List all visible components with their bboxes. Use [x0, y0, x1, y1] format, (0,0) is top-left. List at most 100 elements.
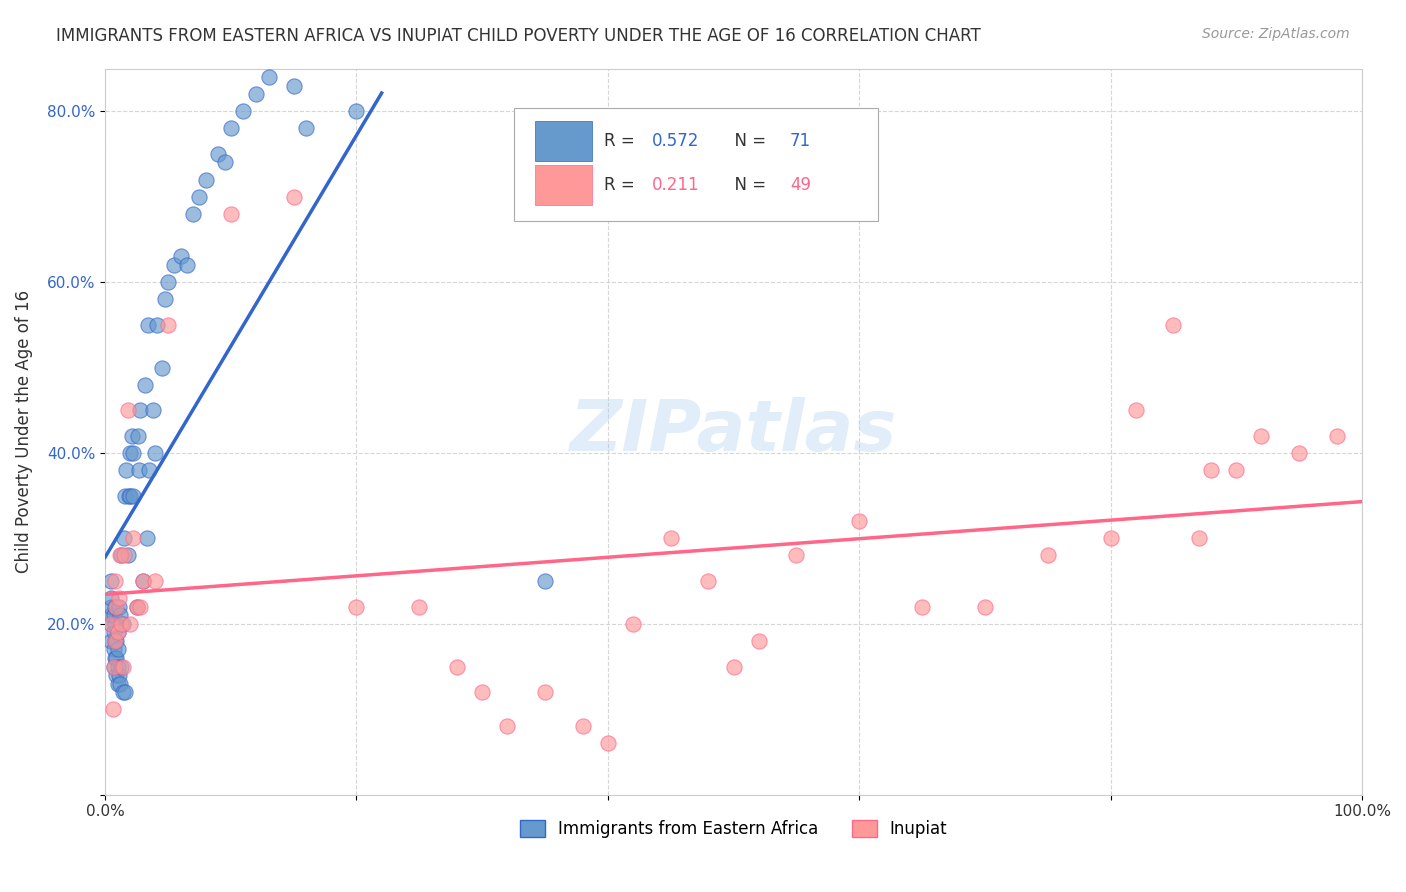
- Immigrants from Eastern Africa: [111, 616, 134, 631]
- Immigrants from Eastern Africa: [118, 489, 141, 503]
- Immigrants from Eastern Africa: [100, 608, 122, 623]
- Immigrants from Eastern Africa: [128, 463, 150, 477]
- Inupiat: [1125, 403, 1147, 417]
- Immigrants from Eastern Africa: [107, 625, 129, 640]
- Inupiat: [1250, 429, 1272, 443]
- Immigrants from Eastern Africa: [104, 651, 127, 665]
- Immigrants from Eastern Africa: [132, 574, 155, 588]
- Inupiat: [283, 189, 305, 203]
- Legend: Immigrants from Eastern Africa, Inupiat: Immigrants from Eastern Africa, Inupiat: [513, 813, 955, 845]
- Inupiat: [1199, 463, 1222, 477]
- Immigrants from Eastern Africa: [534, 574, 557, 588]
- Inupiat: [108, 591, 131, 606]
- Immigrants from Eastern Africa: [176, 258, 198, 272]
- Immigrants from Eastern Africa: [105, 668, 128, 682]
- Inupiat: [110, 616, 132, 631]
- Inupiat: [112, 549, 135, 563]
- Y-axis label: Child Poverty Under the Age of 16: Child Poverty Under the Age of 16: [15, 290, 32, 574]
- Immigrants from Eastern Africa: [107, 676, 129, 690]
- Inupiat: [104, 574, 127, 588]
- Immigrants from Eastern Africa: [115, 463, 138, 477]
- Immigrants from Eastern Africa: [103, 608, 125, 623]
- Inupiat: [471, 685, 494, 699]
- Immigrants from Eastern Africa: [125, 599, 148, 614]
- Inupiat: [1225, 463, 1247, 477]
- Immigrants from Eastern Africa: [107, 659, 129, 673]
- Inupiat: [120, 616, 142, 631]
- Inupiat: [785, 549, 807, 563]
- Inupiat: [111, 659, 134, 673]
- Inupiat: [446, 659, 468, 673]
- Inupiat: [571, 719, 593, 733]
- Immigrants from Eastern Africa: [142, 403, 165, 417]
- Immigrants from Eastern Africa: [155, 292, 177, 306]
- Inupiat: [145, 574, 167, 588]
- Immigrants from Eastern Africa: [103, 659, 125, 673]
- Text: 49: 49: [790, 176, 811, 194]
- Immigrants from Eastern Africa: [136, 318, 159, 332]
- Immigrants from Eastern Africa: [100, 634, 122, 648]
- Inupiat: [974, 599, 997, 614]
- Immigrants from Eastern Africa: [121, 446, 143, 460]
- Immigrants from Eastern Africa: [103, 625, 125, 640]
- Immigrants from Eastern Africa: [111, 685, 134, 699]
- Immigrants from Eastern Africa: [207, 147, 229, 161]
- Inupiat: [129, 599, 152, 614]
- Inupiat: [156, 318, 179, 332]
- Text: 0.572: 0.572: [652, 132, 699, 150]
- Inupiat: [408, 599, 430, 614]
- Text: N =: N =: [724, 176, 770, 194]
- Inupiat: [1326, 429, 1348, 443]
- Immigrants from Eastern Africa: [100, 591, 122, 606]
- Immigrants from Eastern Africa: [163, 258, 186, 272]
- Immigrants from Eastern Africa: [135, 532, 157, 546]
- Inupiat: [911, 599, 934, 614]
- Inupiat: [1099, 532, 1122, 546]
- Inupiat: [117, 403, 139, 417]
- Immigrants from Eastern Africa: [127, 429, 149, 443]
- Immigrants from Eastern Africa: [214, 155, 236, 169]
- Inupiat: [1163, 318, 1185, 332]
- Immigrants from Eastern Africa: [108, 676, 131, 690]
- Inupiat: [219, 207, 242, 221]
- Immigrants from Eastern Africa: [169, 250, 191, 264]
- Immigrants from Eastern Africa: [104, 634, 127, 648]
- FancyBboxPatch shape: [534, 165, 592, 204]
- Inupiat: [100, 616, 122, 631]
- Immigrants from Eastern Africa: [129, 403, 152, 417]
- Immigrants from Eastern Africa: [114, 489, 136, 503]
- Inupiat: [621, 616, 644, 631]
- Text: 0.211: 0.211: [652, 176, 699, 194]
- Text: 71: 71: [790, 132, 811, 150]
- Inupiat: [121, 532, 143, 546]
- Inupiat: [1187, 532, 1209, 546]
- Immigrants from Eastern Africa: [283, 78, 305, 93]
- Inupiat: [125, 599, 148, 614]
- Text: R =: R =: [605, 132, 640, 150]
- Immigrants from Eastern Africa: [108, 599, 131, 614]
- Immigrants from Eastern Africa: [100, 616, 122, 631]
- Immigrants from Eastern Africa: [112, 532, 135, 546]
- Immigrants from Eastern Africa: [245, 87, 267, 102]
- Immigrants from Eastern Africa: [121, 429, 143, 443]
- Immigrants from Eastern Africa: [346, 104, 368, 119]
- Inupiat: [496, 719, 519, 733]
- Inupiat: [105, 599, 128, 614]
- Inupiat: [108, 549, 131, 563]
- Immigrants from Eastern Africa: [108, 668, 131, 682]
- Immigrants from Eastern Africa: [114, 685, 136, 699]
- Text: R =: R =: [605, 176, 640, 194]
- Inupiat: [723, 659, 745, 673]
- Inupiat: [659, 532, 682, 546]
- Text: Source: ZipAtlas.com: Source: ZipAtlas.com: [1202, 27, 1350, 41]
- Immigrants from Eastern Africa: [100, 599, 122, 614]
- Text: IMMIGRANTS FROM EASTERN AFRICA VS INUPIAT CHILD POVERTY UNDER THE AGE OF 16 CORR: IMMIGRANTS FROM EASTERN AFRICA VS INUPIA…: [56, 27, 981, 45]
- Inupiat: [848, 514, 870, 528]
- FancyBboxPatch shape: [513, 109, 879, 221]
- Immigrants from Eastern Africa: [145, 318, 167, 332]
- Immigrants from Eastern Africa: [145, 446, 167, 460]
- Immigrants from Eastern Africa: [107, 642, 129, 657]
- Inupiat: [697, 574, 720, 588]
- Inupiat: [103, 659, 125, 673]
- Immigrants from Eastern Africa: [150, 360, 173, 375]
